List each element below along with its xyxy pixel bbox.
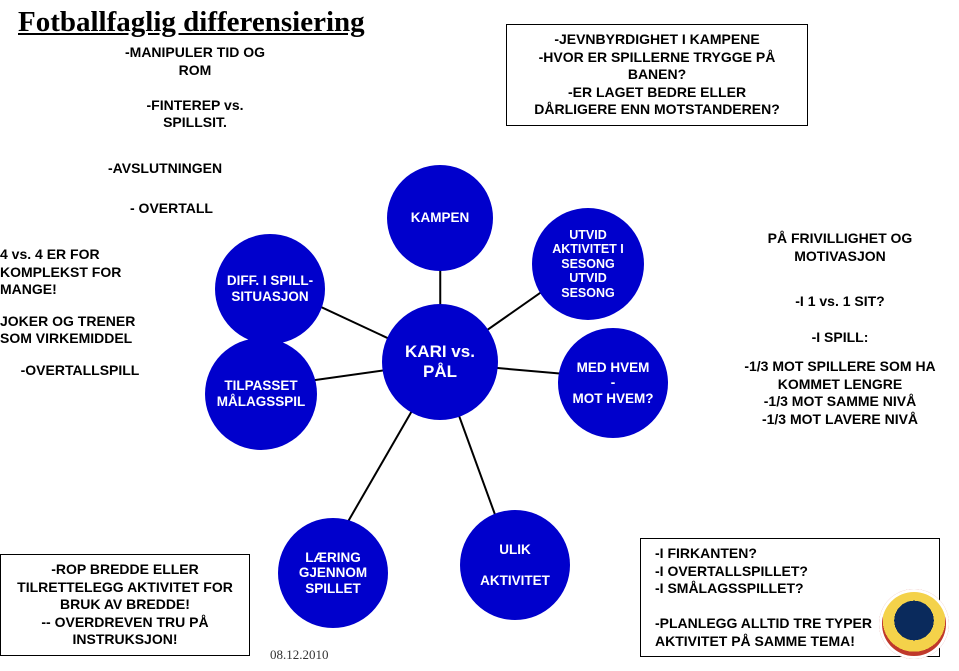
lb-l6: -OVERTALLSPILL (21, 362, 140, 378)
rb-l8: -1/3 MOT LAVERE NIVÅ (762, 411, 918, 427)
brb-l2: -I OVERTALLSPILLET? (655, 563, 808, 579)
circle-ulik: ULIK AKTIVITET (460, 510, 570, 620)
c-medhvem-txt: MED HVEM - MOT HVEM? (573, 360, 654, 407)
blb-l4: -- OVERDREVEN TRU PÅ (41, 614, 208, 630)
nff-logo (879, 589, 949, 659)
page-title: Fotballfaglig differensiering (18, 6, 365, 39)
trb-l4: -ER LAGET BEDRE ELLER (568, 84, 746, 100)
overtall: - OVERTALL (130, 200, 213, 218)
circle-utvid: UTVID AKTIVITET I SESONG UTVID SESONG (532, 208, 644, 320)
lb-l2: KOMPLEKST FOR (0, 264, 121, 280)
tl-l3: -FINTEREP vs. (147, 97, 244, 113)
lb-l5: SOM VIRKEMIDDEL (0, 330, 132, 346)
trb-l3: BANEN? (628, 66, 686, 82)
tl-l1: -MANIPULER TID OG (125, 44, 265, 60)
tl-l4: SPILLSIT. (163, 114, 227, 130)
c-center-txt: KARI vs. PÅL (405, 342, 475, 381)
c-tilpasset-txt: TILPASSET MÅLAGSSPIL (217, 378, 306, 409)
rb-l1: PÅ FRIVILLIGHET OG (768, 230, 913, 246)
left-block: 4 vs. 4 ER FOR KOMPLEKST FOR MANGE! JOKE… (0, 246, 160, 379)
trb-l1: -JEVNBYRDIGHET I KAMPENE (554, 31, 759, 47)
c-kampen-txt: KAMPEN (411, 210, 470, 226)
circle-center: KARI vs. PÅL (382, 304, 498, 420)
brb-l4: -PLANLEGG ALLTID TRE TYPER (655, 615, 872, 631)
blb-l5: INSTRUKSJON! (72, 631, 177, 647)
brb-l3: -I SMÅLAGSSPILLET? (655, 580, 804, 596)
rb-l7: -1/3 MOT SAMME NIVÅ (764, 393, 916, 409)
c-diff-txt: DIFF. I SPILL- SITUASJON (227, 273, 313, 304)
rb-l2: MOTIVASJON (794, 248, 886, 264)
avslutningen: -AVSLUTNINGEN (108, 160, 222, 178)
blb-l1: -ROP BREDDE ELLER (51, 561, 199, 577)
rb-l3: -I 1 vs. 1 SIT? (795, 293, 884, 309)
c-laering-txt: LÆRING GJENNOM SPILLET (299, 550, 367, 597)
trb-l5: DÅRLIGERE ENN MOTSTANDEREN? (534, 101, 780, 117)
circle-kampen: KAMPEN (387, 165, 493, 271)
c-utvid-txt: UTVID AKTIVITET I SESONG UTVID SESONG (552, 228, 624, 300)
rb-l4: -I SPILL: (812, 329, 869, 345)
circle-tilpasset: TILPASSET MÅLAGSSPIL (205, 338, 317, 450)
c-ulik-txt: ULIK AKTIVITET (480, 542, 550, 589)
brb-l1: -I FIRKANTEN? (655, 545, 757, 561)
top-right-box: -JEVNBYRDIGHET I KAMPENE -HVOR ER SPILLE… (506, 24, 808, 126)
blb-l3: BRUK AV BREDDE! (60, 596, 190, 612)
lb-l4: JOKER OG TRENER (0, 313, 135, 329)
rb-l6: KOMMET LENGRE (778, 376, 902, 392)
circle-medhvem: MED HVEM - MOT HVEM? (558, 328, 668, 438)
tl-l2: ROM (179, 62, 212, 78)
date-label: 08.12.2010 (270, 647, 329, 663)
bottom-left-box: -ROP BREDDE ELLER TILRETTELEGG AKTIVITET… (0, 554, 250, 656)
lb-l1: 4 vs. 4 ER FOR (0, 246, 100, 262)
rb-l5: -1/3 MOT SPILLERE SOM HA (744, 358, 935, 374)
right-block: PÅ FRIVILLIGHET OG MOTIVASJON -I 1 vs. 1… (720, 230, 959, 428)
brb-l5: AKTIVITET PÅ SAMME TEMA! (655, 633, 855, 649)
top-left-block: -MANIPULER TID OG ROM -FINTEREP vs. SPIL… (80, 44, 310, 132)
trb-l2: -HVOR ER SPILLERNE TRYGGE PÅ (539, 49, 776, 65)
blb-l2: TILRETTELEGG AKTIVITET FOR (17, 579, 233, 595)
circle-laering: LÆRING GJENNOM SPILLET (278, 518, 388, 628)
circle-diff: DIFF. I SPILL- SITUASJON (215, 234, 325, 344)
lb-l3: MANGE! (0, 281, 57, 297)
